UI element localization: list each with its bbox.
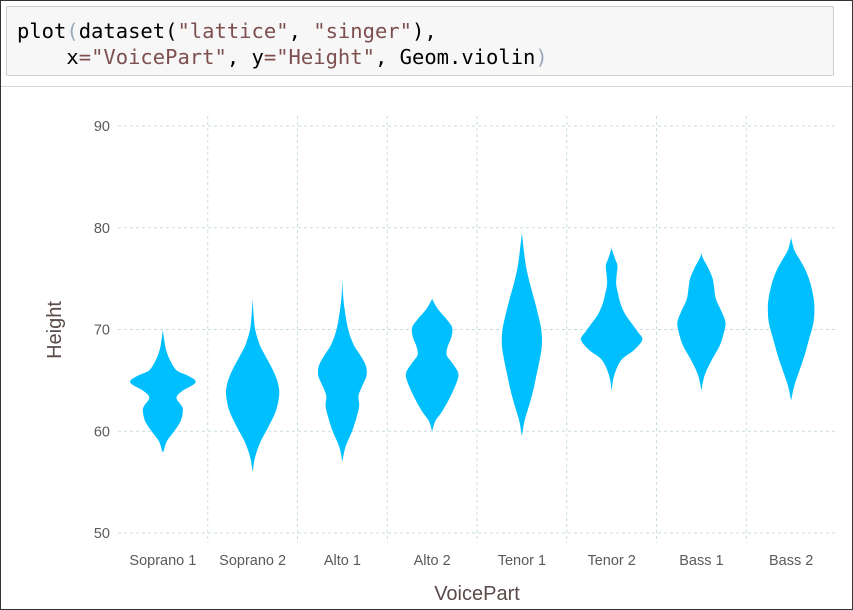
- violin-chart: 90 80 70 60 50 Soprano 1 Soprano 2 Alto 1 Alto …: [44, 116, 836, 605]
- x-tick-label-soprano-2: Soprano 2: [219, 553, 286, 569]
- x-tick-label-alto-2: Alto 2: [414, 553, 451, 569]
- code-string-singer: "singer": [313, 19, 412, 43]
- violin-alto-1: [317, 276, 367, 462]
- violin-tenor-2: [580, 246, 643, 391]
- code-cell[interactable]: plot(dataset("lattice", "singer"), x="Vo…: [6, 6, 834, 76]
- x-tick-labels: Soprano 1 Soprano 2 Alto 1 Alto 2 Tenor 1 Ten…: [129, 553, 813, 569]
- code-separator: ,: [226, 45, 252, 69]
- violin-soprano-2: [225, 297, 280, 472]
- x-tick-label-soprano-1: Soprano 1: [129, 553, 196, 569]
- y-tick-label-70: 70: [94, 323, 110, 339]
- code-fn-plot: plot: [17, 19, 67, 43]
- violin-tenor-1: [501, 230, 543, 437]
- y-tick-label-60: 60: [94, 424, 110, 440]
- x-tick-label-alto-1: Alto 1: [324, 553, 361, 569]
- y-tick-label-90: 90: [94, 119, 110, 135]
- x-tick-label-tenor-1: Tenor 1: [498, 553, 546, 569]
- code-close: ),: [412, 19, 437, 43]
- code-string-lattice: "lattice": [177, 19, 289, 43]
- x-axis-title: VoicePart: [434, 583, 520, 605]
- y-axis-title: Height: [44, 301, 66, 359]
- violin-soprano-1: [130, 328, 196, 452]
- code-fn-dataset: dataset(: [78, 19, 178, 43]
- code-paren-open: (: [66, 19, 79, 43]
- violin-bass-2: [767, 236, 815, 401]
- violin-alto-2: [405, 297, 459, 432]
- grid: [118, 116, 836, 543]
- y-tick-labels: 90 80 70 60 50: [94, 119, 110, 542]
- code-separator: ,: [288, 19, 314, 43]
- code-op-eq: =: [78, 45, 92, 69]
- y-tick-label-80: 80: [94, 221, 110, 237]
- code-string-voicepart: "VoicePart": [91, 45, 227, 69]
- output-divider: [1, 86, 852, 87]
- x-tick-label-bass-1: Bass 1: [679, 553, 723, 569]
- x-tick-label-tenor-2: Tenor 2: [587, 553, 635, 569]
- violin-bass-1: [677, 252, 726, 391]
- violins: [130, 230, 815, 472]
- code-line-1: plot(dataset("lattice", "singer"),: [17, 19, 437, 43]
- code-paren-close: ): [535, 45, 548, 69]
- y-tick-label-50: 50: [94, 526, 110, 542]
- code-indent: [17, 45, 66, 69]
- x-tick-label-bass-2: Bass 2: [769, 553, 813, 569]
- code-op-eq: =: [263, 45, 277, 69]
- code-line-2: x="VoicePart", y="Height", Geom.violin): [17, 45, 548, 69]
- code-kw-y: y: [251, 45, 264, 69]
- code-separator: ,: [374, 45, 400, 69]
- code-geom-violin: Geom.violin: [399, 45, 536, 69]
- code-string-height: "Height": [276, 45, 375, 69]
- code-kw-x: x: [66, 45, 79, 69]
